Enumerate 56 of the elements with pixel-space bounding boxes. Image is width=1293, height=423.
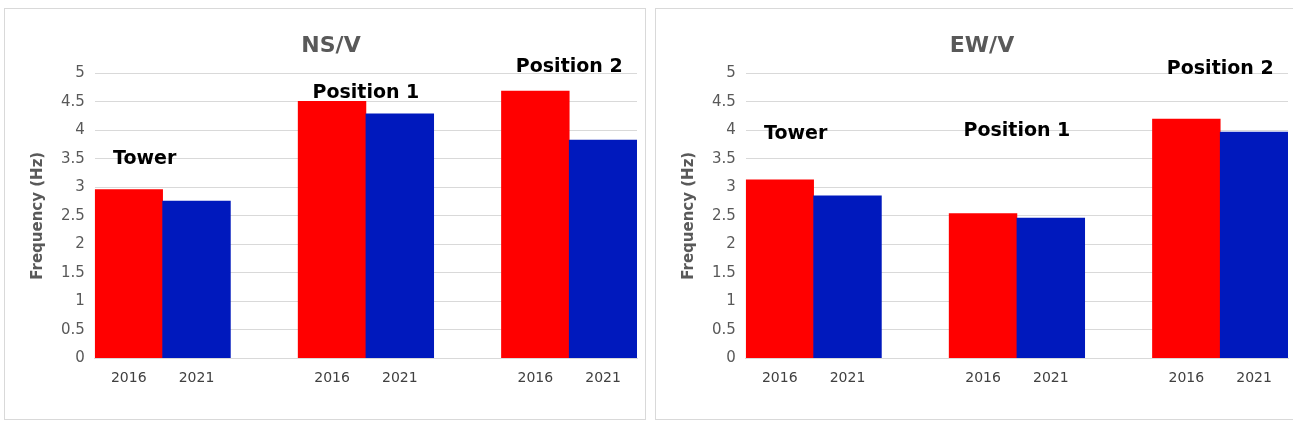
annotation: Position 1: [963, 117, 1071, 140]
bar: [501, 90, 570, 359]
bar: [162, 200, 231, 359]
y-axis-title: Frequency (Hz): [678, 151, 697, 280]
y-tick-label: 4.5: [712, 91, 736, 110]
chart-title: EW/V: [949, 31, 1015, 57]
bar: [1219, 131, 1288, 359]
x-tick-label: 2021: [1236, 369, 1272, 386]
bar: [813, 195, 882, 359]
bar: [745, 179, 814, 359]
y-tick-label: 3: [726, 177, 736, 196]
y-tick-label: 0.5: [61, 319, 85, 338]
x-tick-label: 2016: [761, 369, 798, 386]
y-tick-label: 0: [726, 348, 736, 367]
y-tick-label: 2: [726, 234, 736, 253]
x-tick-label: 2021: [829, 369, 866, 386]
y-tick-label: 1: [75, 291, 85, 310]
bar: [365, 113, 435, 359]
y-tick-label: 1: [726, 291, 736, 310]
y-tick-label: 5: [726, 63, 736, 82]
x-tick-label: 2016: [110, 369, 147, 386]
bar: [568, 139, 637, 359]
annotation: Position 2: [1166, 55, 1274, 78]
y-tick-label: 4: [75, 120, 85, 139]
x-tick-label: 2021: [178, 369, 215, 386]
x-tick-label: 2016: [965, 369, 1001, 386]
y-tick-label: 0: [75, 348, 85, 367]
annotation: Tower: [763, 120, 828, 143]
y-tick-label: 0.5: [712, 319, 736, 338]
chart-title: NS/V: [301, 31, 361, 57]
x-tick-label: 2021: [585, 369, 621, 386]
x-tick-label: 2016: [517, 369, 554, 386]
x-tick-label: 2021: [1032, 369, 1069, 386]
annotation: Tower: [112, 145, 177, 168]
y-tick-label: 4.5: [61, 91, 85, 110]
y-tick-label: 2.5: [61, 205, 85, 224]
bar: [1016, 217, 1086, 359]
y-tick-label: 3.5: [61, 148, 85, 167]
annotation: Position 1: [312, 79, 420, 102]
y-axis-title: Frequency (Hz): [27, 151, 46, 280]
y-tick-label: 3.5: [712, 148, 736, 167]
bar: [948, 213, 1018, 359]
bar: [1152, 118, 1221, 359]
bar: [94, 189, 163, 359]
y-tick-label: 1.5: [712, 262, 736, 281]
y-tick-label: 4: [726, 120, 736, 139]
y-tick-label: 2.5: [712, 205, 736, 224]
annotation: Position 2: [515, 53, 623, 76]
x-tick-label: 2021: [381, 369, 418, 386]
y-tick-label: 2: [75, 234, 85, 253]
bar: [297, 100, 367, 359]
x-tick-label: 2016: [314, 369, 350, 386]
y-tick-label: 5: [75, 63, 85, 82]
y-tick-label: 1.5: [61, 262, 85, 281]
y-tick-label: 3: [75, 177, 85, 196]
x-tick-label: 2016: [1168, 369, 1205, 386]
